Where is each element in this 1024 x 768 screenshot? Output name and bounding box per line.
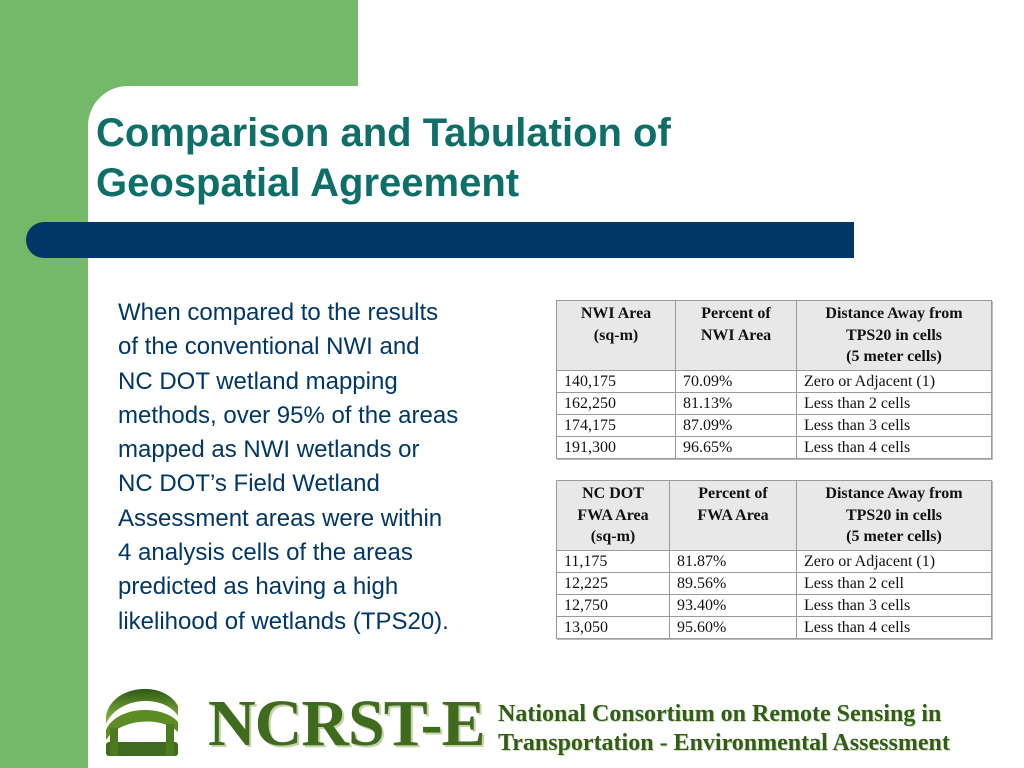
slide-title-line-1: Comparison and Tabulation of	[96, 111, 671, 155]
fwa-agreement-table: NC DOT FWA Area (sq-m) Percent of FWA Ar…	[556, 480, 992, 639]
header-text: Percent of	[698, 485, 768, 502]
body-line: NC DOT’s Field Wetland	[118, 470, 380, 498]
cell-area: 12,750	[556, 593, 670, 617]
header-text: NWI Area	[580, 305, 652, 322]
header-text: Distance Away from	[825, 485, 963, 502]
body-line: methods, over 95% of the areas	[118, 401, 459, 429]
header-distance: Distance Away from TPS20 in cells (5 met…	[796, 300, 992, 371]
table-row: 191,300 96.65% Less than 4 cells	[556, 435, 992, 459]
body-line: likelihood of wetlands (TPS20).	[118, 607, 449, 635]
cell-area: 11,175	[556, 549, 670, 573]
cell-distance: Less than 4 cells	[796, 615, 992, 639]
cell-area: 162,250	[556, 391, 676, 415]
cell-distance: Less than 4 cells	[796, 435, 992, 459]
table-row: 12,750 93.40% Less than 3 cells	[556, 593, 992, 617]
body-paragraph: When compared to the results of the conv…	[118, 296, 528, 639]
cell-area: 174,175	[556, 413, 676, 437]
table-row: 12,225 89.56% Less than 2 cell	[556, 571, 992, 595]
header-text: (sq-m)	[590, 528, 636, 545]
cell-distance: Less than 2 cells	[796, 391, 992, 415]
cell-distance: Less than 2 cell	[796, 571, 992, 595]
slide-title: Comparison and Tabulation of Geospatial …	[96, 108, 856, 208]
header-text: Distance Away from	[825, 305, 963, 322]
ncrst-e-logo-text: NCRST-E	[208, 687, 486, 760]
table-header-row: NC DOT FWA Area (sq-m) Percent of FWA Ar…	[556, 480, 992, 551]
cell-distance: Zero or Adjacent (1)	[796, 549, 992, 573]
header-text: NC DOT	[582, 485, 644, 502]
cell-percent: 70.09%	[675, 369, 797, 393]
organization-tagline: National Consortium on Remote Sensing in…	[498, 700, 1008, 758]
table-row: 162,250 81.13% Less than 2 cells	[556, 391, 992, 415]
table-header-row: NWI Area (sq-m) Percent of NWI Area Dist…	[556, 300, 992, 371]
slide-title-line-2: Geospatial Agreement	[96, 161, 520, 205]
header-distance: Distance Away from TPS20 in cells (5 met…	[796, 480, 992, 551]
cell-area: 191,300	[556, 435, 676, 459]
cell-percent: 95.60%	[669, 615, 797, 639]
body-line: mapped as NWI wetlands or	[118, 436, 420, 464]
nwi-agreement-table: NWI Area (sq-m) Percent of NWI Area Dist…	[556, 300, 992, 459]
body-line: 4 analysis cells of the areas	[118, 539, 413, 567]
header-text: FWA Area	[697, 506, 769, 524]
title-divider-bar	[26, 222, 854, 258]
cell-percent: 81.87%	[669, 549, 797, 573]
body-line: predicted as having a high	[118, 573, 399, 601]
cell-distance: Less than 3 cells	[796, 413, 992, 437]
header-text: TPS20 in cells	[845, 506, 942, 524]
table-row: 174,175 87.09% Less than 3 cells	[556, 413, 992, 437]
cell-area: 13,050	[556, 615, 670, 639]
header-text: Percent of	[701, 305, 771, 322]
header-text: TPS20 in cells	[845, 326, 942, 344]
header-percent-nwi: Percent of NWI Area	[675, 300, 797, 371]
body-line: of the conventional NWI and	[118, 333, 420, 361]
cell-percent: 81.13%	[675, 391, 797, 415]
body-line: Assessment areas were within	[118, 504, 443, 532]
cell-area: 140,175	[556, 369, 676, 393]
header-text: NWI Area	[700, 326, 772, 344]
body-line: When compared to the results	[118, 299, 439, 326]
tagline-line-1: National Consortium on Remote Sensing in	[498, 701, 942, 727]
cell-percent: 93.40%	[669, 593, 797, 617]
header-text: (sq-m)	[593, 326, 639, 344]
header-text: (5 meter cells)	[846, 528, 942, 545]
cell-percent: 89.56%	[669, 571, 797, 595]
cell-percent: 87.09%	[675, 413, 797, 437]
cell-distance: Less than 3 cells	[796, 593, 992, 617]
header-percent-fwa: Percent of FWA Area	[669, 480, 797, 551]
ncrst-e-arch-logo-icon	[106, 688, 178, 756]
header-nwi-area: NWI Area (sq-m)	[556, 300, 676, 371]
table-row: 13,050 95.60% Less than 4 cells	[556, 615, 992, 639]
table-row: 140,175 70.09% Zero or Adjacent (1)	[556, 369, 992, 393]
header-text: (5 meter cells)	[846, 348, 942, 365]
body-line: NC DOT wetland mapping	[118, 367, 398, 395]
table-row: 11,175 81.87% Zero or Adjacent (1)	[556, 549, 992, 573]
cell-area: 12,225	[556, 571, 670, 595]
cell-percent: 96.65%	[675, 435, 797, 459]
tagline-line-2: Transportation - Environmental Assessmen…	[498, 730, 950, 756]
cell-distance: Zero or Adjacent (1)	[796, 369, 992, 393]
header-fwa-area: NC DOT FWA Area (sq-m)	[556, 480, 670, 551]
header-text: FWA Area	[577, 506, 649, 524]
